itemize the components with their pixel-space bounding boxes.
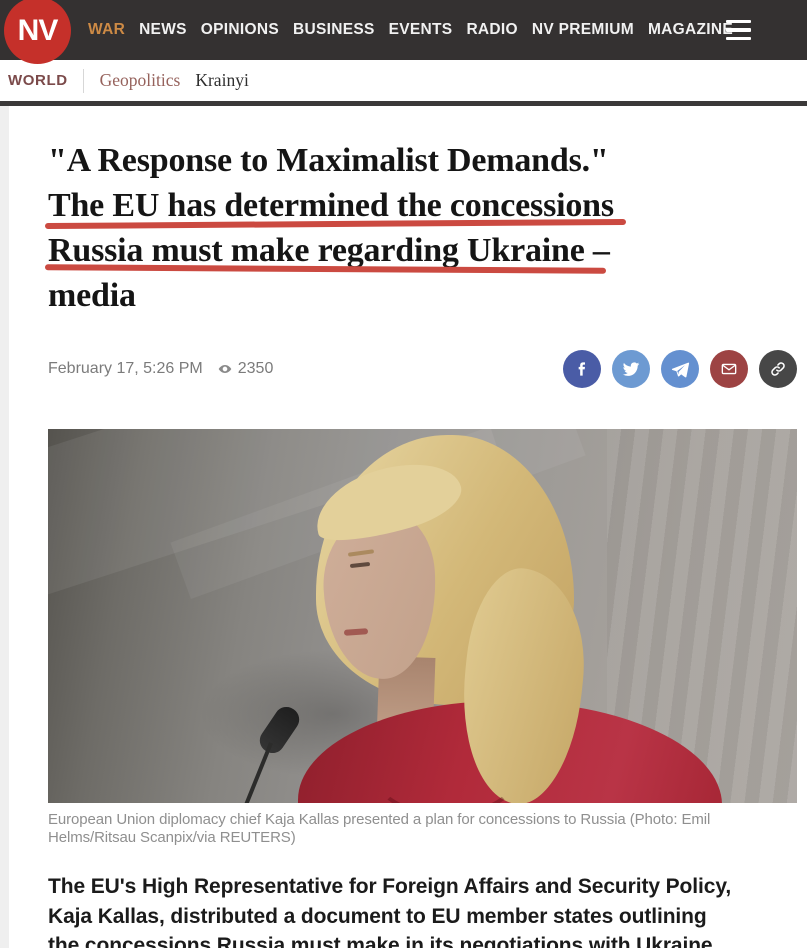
article-lead-paragraph: The EU's High Representative for Foreign…: [48, 872, 797, 948]
article-meta-row: February 17, 5:26 PM 2350: [48, 350, 797, 388]
title-line-2-underlined: The EU has determined the concessions: [48, 183, 614, 228]
section-divider-bar: [0, 101, 807, 106]
eye-icon: [218, 365, 232, 373]
article-card: "A Response to Maximalist Demands." The …: [9, 106, 807, 948]
article-photo-kaja-kallas: [48, 429, 797, 803]
title-line-1: "A Response to Maximalist Demands.": [48, 142, 609, 179]
breadcrumb-divider: [82, 68, 84, 93]
publish-date: February 17, 5:26 PM: [48, 360, 203, 377]
nav-item-news[interactable]: NEWS: [139, 21, 187, 38]
twitter-icon: [622, 362, 640, 376]
lead-line-3: the concessions Russia must make in its …: [48, 934, 719, 948]
view-counter: 2350: [217, 360, 274, 378]
title-line-4: media: [48, 277, 136, 314]
title-line-3-underlined: Russia must make regarding Ukraine –: [48, 228, 610, 273]
hamburger-menu-icon[interactable]: [726, 20, 751, 40]
email-share-button[interactable]: [710, 350, 748, 388]
nv-logo[interactable]: NV: [4, 0, 71, 64]
email-icon: [721, 363, 737, 375]
nav-item-magazine[interactable]: MAGAZINE: [647, 21, 733, 38]
article-title: "A Response to Maximalist Demands." The …: [48, 138, 797, 318]
telegram-share-button[interactable]: [661, 350, 699, 388]
main-nav: WAR NEWS OPINIONS BUSINESS EVENTS RADIO …: [88, 0, 733, 60]
link-icon: [771, 362, 785, 376]
nav-item-war[interactable]: WAR: [88, 21, 126, 38]
nav-item-events[interactable]: EVENTS: [388, 21, 453, 38]
nav-item-nv-premium[interactable]: NV PREMIUM: [531, 21, 634, 38]
facebook-icon: [578, 362, 585, 376]
nav-item-opinions[interactable]: OPINIONS: [200, 21, 279, 38]
telegram-icon: [671, 362, 690, 378]
breadcrumb: WORLD Geopolitics Krainyi: [0, 60, 807, 101]
breadcrumb-section-world[interactable]: WORLD: [8, 72, 68, 89]
top-navigation-bar: NV WAR NEWS OPINIONS BUSINESS EVENTS RAD…: [0, 0, 807, 64]
twitter-share-button[interactable]: [612, 350, 650, 388]
lead-line-2: Kaja Kallas, distributed a document to E…: [48, 904, 707, 928]
nav-item-radio[interactable]: RADIO: [466, 21, 518, 38]
lead-line-1: The EU's High Representative for Foreign…: [48, 875, 732, 898]
share-buttons: [563, 350, 797, 388]
breadcrumb-link-krainyi[interactable]: Krainyi: [195, 70, 249, 90]
view-count: 2350: [237, 360, 274, 377]
breadcrumb-link-geopolitics[interactable]: Geopolitics: [99, 70, 181, 90]
nav-item-business[interactable]: BUSINESS: [292, 21, 375, 38]
facebook-share-button[interactable]: [563, 350, 601, 388]
copy-link-button[interactable]: [759, 350, 797, 388]
photo-caption: European Union diplomacy chief Kaja Kall…: [48, 811, 711, 846]
